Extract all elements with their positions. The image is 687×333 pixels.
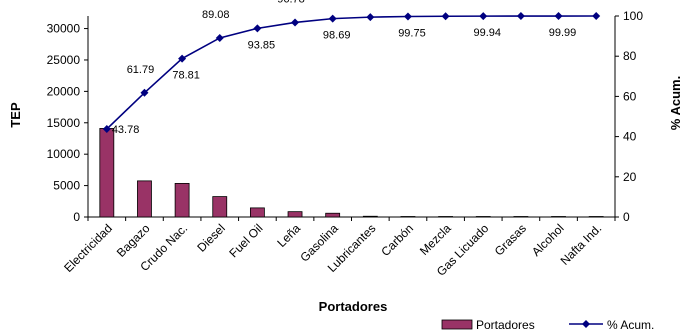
legend-bar-swatch [441,319,473,330]
cumulative-line [106,15,597,130]
data-label: 99.99 [549,27,577,39]
line-marker [215,33,224,42]
data-label: 98.69 [323,30,351,42]
bar [588,216,604,218]
bar [400,216,416,218]
data-label: 93.85 [248,39,276,51]
y-tick-label: 10000 [47,147,81,161]
line-marker [291,18,300,27]
y-tick-label: 5000 [53,179,80,193]
y-axis-title: TEP [8,102,23,128]
category-label: Leña [274,221,303,250]
bar [325,212,341,218]
bar [137,180,152,218]
bar [174,182,190,218]
bar [287,211,303,218]
data-label: 61.79 [127,64,155,76]
y2-tick-label: 60 [623,89,637,103]
x-axis-title: Portadores [319,299,388,314]
category-label: Nafta Ind. [558,221,605,268]
data-label: 99.75 [398,28,426,40]
bar [475,216,491,218]
y-axis-left: 0 5000 10000 15000 20000 25000 30000 [47,22,88,224]
y2-tick-label: 80 [623,49,637,63]
legend: Portadores % Acum. [441,318,654,332]
bar-series [99,128,604,218]
y2-tick-label: 40 [623,130,637,144]
line-marker [554,12,563,21]
y2-tick-label: 20 [623,170,637,184]
y-tick-label: 15000 [47,116,81,130]
line-marker [328,14,337,23]
y2-axis-title: % Acum. [668,76,683,130]
category-label: Fuel Oil [226,221,265,260]
line-marker [403,12,412,21]
line-marker [140,88,149,97]
bar [513,216,529,218]
bar [362,215,378,218]
category-label: Carbón [378,221,416,259]
line-marker [479,12,488,21]
y2-tick-label: 100 [623,9,643,23]
data-label: 78.81 [172,70,200,82]
y-tick-label: 25000 [47,53,81,67]
line-series: 43.7861.7978.8189.0893.8596.7898.6999.44… [102,0,601,136]
line-marker [366,13,375,22]
legend-diamond-marker [582,320,590,328]
plot-area [87,16,616,218]
line-marker [102,125,111,134]
data-label: 89.08 [202,9,230,21]
bar [212,196,228,218]
category-label: Diesel [194,221,227,254]
category-label: Electricidad [61,221,115,275]
data-label: 43.78 [112,124,140,136]
bar [99,128,115,218]
bar [438,216,454,218]
y-tick-label: 20000 [47,84,81,98]
category-label: Mezcla [417,221,454,258]
line-marker [516,12,525,21]
bar [249,207,265,218]
bar [551,216,566,218]
line-marker [253,24,262,33]
data-label: 99.94 [473,27,501,39]
y2-tick-label: 0 [623,210,630,224]
category-label: Grasas [492,221,529,258]
line-marker [178,54,187,63]
y-axis-right: 0 20 40 60 80 100 [615,9,643,224]
data-label: 96.78 [277,0,305,5]
y-tick-label: 0 [73,210,80,224]
y-tick-label: 30000 [47,22,81,36]
line-marker [592,12,601,20]
legend-label-line: % Acum. [607,318,654,332]
legend-label-bars: Portadores [476,318,535,332]
line-marker [441,12,450,21]
